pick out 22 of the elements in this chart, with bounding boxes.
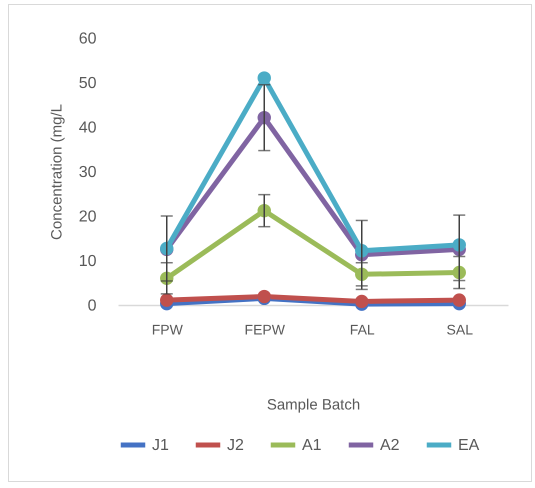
y-tick-label: 20 xyxy=(78,208,97,226)
legend-label: EA xyxy=(458,437,480,454)
x-tick-label: FAL xyxy=(350,322,375,338)
point xyxy=(258,71,271,85)
point xyxy=(355,294,368,308)
legend-label: A2 xyxy=(380,437,400,454)
y-tick-label: 50 xyxy=(78,75,97,92)
y-axis-title: Concentration (mg/L xyxy=(48,104,66,240)
point xyxy=(160,293,174,307)
x-tick-label: SAL xyxy=(446,322,474,338)
x-tick-label: FEPW xyxy=(244,322,286,338)
y-tick-label: 10 xyxy=(78,253,97,270)
legend-label: A1 xyxy=(302,437,322,454)
y-tick-label: 60 xyxy=(78,30,97,48)
x-tick-label: FPW xyxy=(152,322,184,338)
y-tick-label: 40 xyxy=(78,120,97,136)
y-tick-label: 30 xyxy=(78,164,97,181)
legend-label: J2 xyxy=(227,437,244,454)
point xyxy=(452,293,466,307)
y-tick-label: 0 xyxy=(88,298,97,314)
x-axis-title: Sample Batch xyxy=(266,396,360,414)
legend-label: J1 xyxy=(152,437,169,454)
